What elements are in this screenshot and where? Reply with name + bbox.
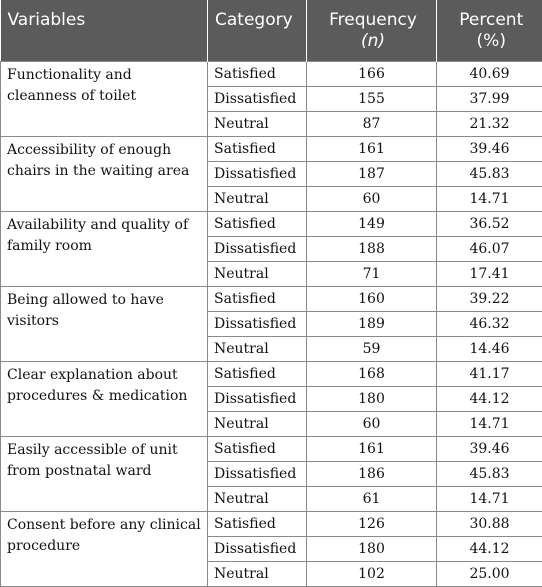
variable-cell: Consent before any clinical procedure [1, 512, 208, 587]
category-cell: Dissatisfied [208, 237, 307, 262]
category-cell: Dissatisfied [208, 87, 307, 112]
category-cell: Dissatisfied [208, 462, 307, 487]
variable-cell: Functionality and cleanness of toilet [1, 62, 208, 137]
percent-cell: 45.83 [437, 462, 542, 487]
category-cell: Satisfied [208, 362, 307, 387]
header-frequency: Frequency (n) [307, 0, 437, 62]
table-row: Accessibility of enough chairs in the wa… [1, 137, 542, 162]
percent-cell: 36.52 [437, 212, 542, 237]
table-header: Variables Category Frequency (n) Percent… [1, 0, 542, 62]
frequency-cell: 188 [307, 237, 437, 262]
frequency-cell: 180 [307, 387, 437, 412]
category-cell: Dissatisfied [208, 162, 307, 187]
header-variables: Variables [1, 0, 208, 62]
table-row: Easily accessible of unit from postnatal… [1, 437, 542, 462]
category-cell: Dissatisfied [208, 387, 307, 412]
percent-cell: 14.71 [437, 487, 542, 512]
category-cell: Neutral [208, 412, 307, 437]
header-frequency-sub: (n) [314, 31, 432, 52]
frequency-cell: 161 [307, 437, 437, 462]
variable-cell: Easily accessible of unit from postnatal… [1, 437, 208, 512]
frequency-cell: 166 [307, 62, 437, 87]
frequency-cell: 60 [307, 187, 437, 212]
header-row: Variables Category Frequency (n) Percent… [1, 0, 542, 62]
frequency-cell: 189 [307, 312, 437, 337]
header-percent: Percent (%) [437, 0, 542, 62]
category-cell: Neutral [208, 112, 307, 137]
category-cell: Satisfied [208, 512, 307, 537]
category-cell: Satisfied [208, 212, 307, 237]
percent-cell: 14.71 [437, 187, 542, 212]
percent-cell: 21.32 [437, 112, 542, 137]
table-row: Clear explanation about procedures & med… [1, 362, 542, 387]
percent-cell: 44.12 [437, 387, 542, 412]
percent-cell: 14.46 [437, 337, 542, 362]
category-cell: Satisfied [208, 437, 307, 462]
category-cell: Dissatisfied [208, 537, 307, 562]
percent-cell: 45.83 [437, 162, 542, 187]
frequency-cell: 87 [307, 112, 437, 137]
category-cell: Satisfied [208, 62, 307, 87]
header-variables-label: Variables [8, 0, 204, 31]
frequency-cell: 168 [307, 362, 437, 387]
variable-cell: Being allowed to have visitors [1, 287, 208, 362]
frequency-cell: 180 [307, 537, 437, 562]
frequency-cell: 160 [307, 287, 437, 312]
header-percent-sub: (%) [444, 31, 539, 52]
percent-cell: 17.41 [437, 262, 542, 287]
header-category: Category [208, 0, 307, 62]
frequency-cell: 155 [307, 87, 437, 112]
category-cell: Dissatisfied [208, 312, 307, 337]
category-cell: Satisfied [208, 137, 307, 162]
percent-cell: 41.17 [437, 362, 542, 387]
frequency-cell: 187 [307, 162, 437, 187]
category-cell: Satisfied [208, 287, 307, 312]
frequency-cell: 126 [307, 512, 437, 537]
variable-cell: Availability and quality of family room [1, 212, 208, 287]
frequency-cell: 161 [307, 137, 437, 162]
header-category-label: Category [215, 0, 302, 31]
percent-cell: 39.22 [437, 287, 542, 312]
frequency-cell: 149 [307, 212, 437, 237]
variable-cell: Accessibility of enough chairs in the wa… [1, 137, 208, 212]
category-cell: Neutral [208, 487, 307, 512]
category-cell: Neutral [208, 262, 307, 287]
percent-cell: 39.46 [437, 137, 542, 162]
frequency-cell: 186 [307, 462, 437, 487]
variable-cell: Clear explanation about procedures & med… [1, 362, 208, 437]
percent-cell: 46.32 [437, 312, 542, 337]
header-percent-label: Percent [444, 10, 539, 31]
header-frequency-label: Frequency [314, 10, 432, 31]
category-cell: Neutral [208, 187, 307, 212]
percent-cell: 30.88 [437, 512, 542, 537]
percent-cell: 46.07 [437, 237, 542, 262]
frequency-cell: 60 [307, 412, 437, 437]
frequency-cell: 71 [307, 262, 437, 287]
percent-cell: 37.99 [437, 87, 542, 112]
frequency-cell: 59 [307, 337, 437, 362]
percent-cell: 40.69 [437, 62, 542, 87]
category-cell: Neutral [208, 337, 307, 362]
frequency-cell: 61 [307, 487, 437, 512]
percent-cell: 14.71 [437, 412, 542, 437]
percent-cell: 39.46 [437, 437, 542, 462]
percent-cell: 44.12 [437, 537, 542, 562]
